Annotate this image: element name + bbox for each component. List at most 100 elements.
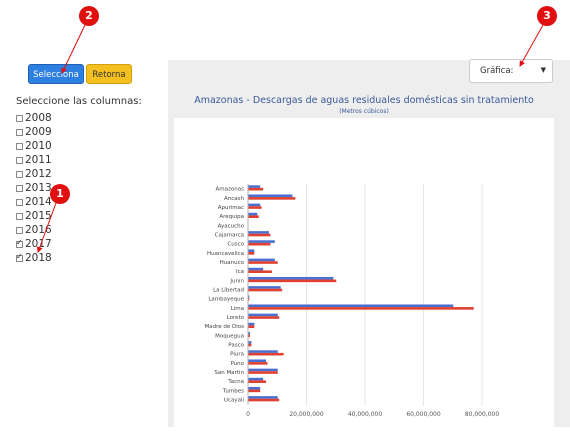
column-checkbox-label: 2016 bbox=[25, 224, 52, 236]
x-tick-label: 20,000,000 bbox=[289, 411, 324, 418]
bar bbox=[248, 371, 278, 374]
bar bbox=[248, 270, 272, 273]
checkbox[interactable] bbox=[16, 198, 23, 206]
bar bbox=[248, 304, 454, 308]
bar bbox=[248, 242, 271, 246]
column-checkbox-label: 2011 bbox=[25, 154, 52, 166]
category-label: Junin bbox=[229, 278, 244, 284]
bar bbox=[248, 396, 278, 399]
retorna-button[interactable]: Retorna bbox=[86, 64, 132, 84]
column-checkbox-row[interactable]: 2016 bbox=[16, 223, 52, 237]
bar bbox=[248, 249, 255, 253]
bar bbox=[248, 187, 264, 191]
bar bbox=[248, 368, 278, 372]
bar bbox=[248, 231, 269, 234]
category-label: Moquegua bbox=[215, 333, 244, 339]
bar bbox=[248, 233, 271, 237]
category-label: Amazonas bbox=[216, 187, 245, 193]
bar bbox=[248, 194, 293, 198]
bar bbox=[248, 313, 278, 317]
bar bbox=[248, 389, 261, 393]
column-checkbox-label: 2009 bbox=[25, 126, 52, 138]
x-tick-label: 60,000,000 bbox=[406, 411, 441, 418]
checkbox[interactable] bbox=[16, 142, 23, 150]
category-label: Ica bbox=[236, 269, 244, 275]
checkbox[interactable] bbox=[16, 238, 23, 248]
column-checkbox-label: 2012 bbox=[25, 168, 52, 180]
column-checkbox-row[interactable]: 2018 bbox=[16, 251, 52, 265]
bar bbox=[248, 286, 281, 289]
bar bbox=[248, 386, 261, 390]
bar bbox=[248, 295, 250, 298]
chart-subtitle: (Metros cúbicos) bbox=[339, 108, 389, 115]
category-label: Huancavelica bbox=[207, 251, 244, 257]
bar bbox=[248, 380, 267, 383]
bar bbox=[248, 352, 284, 356]
chart-type-select[interactable]: Gráfica: ▼ bbox=[469, 59, 553, 83]
category-label: Cajamarca bbox=[215, 232, 244, 238]
column-panel bbox=[0, 60, 168, 427]
columns-title: Seleccione las columnas: bbox=[16, 96, 142, 107]
category-label: Lambayeque bbox=[208, 297, 244, 303]
checkbox[interactable] bbox=[16, 226, 23, 234]
bar bbox=[248, 279, 337, 283]
column-checkbox-label: 2014 bbox=[25, 196, 52, 208]
category-label: Madre de Dios bbox=[205, 324, 245, 330]
bar bbox=[248, 288, 283, 292]
annotation-marker-2: 2 bbox=[79, 6, 99, 26]
column-checkbox-row[interactable]: 2014 bbox=[16, 195, 52, 209]
column-checkbox-label: 2015 bbox=[25, 210, 52, 222]
selecciona-button[interactable]: Selecciona bbox=[28, 64, 84, 84]
column-checkbox-row[interactable]: 2013 bbox=[16, 181, 52, 195]
bar bbox=[248, 252, 255, 255]
chart-card: 0 20,000,000 40,000,000 60,000,000 80,000,00… bbox=[174, 118, 554, 427]
annotation-marker-1: 1 bbox=[50, 184, 70, 204]
column-checkbox-row[interactable]: 2011 bbox=[16, 153, 52, 167]
category-label: Loreto bbox=[227, 315, 245, 321]
bar bbox=[248, 212, 258, 216]
bar bbox=[248, 215, 259, 218]
category-label: Tacna bbox=[227, 379, 244, 385]
checkbox[interactable] bbox=[16, 212, 23, 220]
column-checkbox-row[interactable]: 2012 bbox=[16, 167, 52, 181]
bar bbox=[248, 343, 252, 347]
checkbox[interactable] bbox=[16, 184, 23, 192]
column-checkbox-row[interactable]: 2015 bbox=[16, 209, 52, 223]
category-label: San Martin bbox=[214, 370, 244, 376]
bar bbox=[248, 334, 250, 338]
category-label: Ancash bbox=[224, 196, 245, 202]
bar bbox=[248, 398, 280, 402]
x-tick-label: 40,000,000 bbox=[348, 411, 383, 418]
x-tick-label: 80,000,000 bbox=[465, 411, 500, 418]
checkbox[interactable] bbox=[16, 170, 23, 178]
column-checkbox-row[interactable]: 2010 bbox=[16, 139, 52, 153]
bar bbox=[248, 258, 275, 262]
bar bbox=[248, 185, 261, 188]
category-label: Huanuco bbox=[220, 260, 245, 266]
bar bbox=[248, 322, 255, 326]
checkbox[interactable] bbox=[16, 252, 23, 262]
bar bbox=[248, 297, 250, 301]
checkbox[interactable] bbox=[16, 156, 23, 164]
bar bbox=[248, 261, 278, 264]
column-checkbox-row[interactable]: 2017 bbox=[16, 237, 52, 251]
column-checkbox-label: 2018 bbox=[25, 252, 52, 264]
category-label: La Libertad bbox=[213, 287, 244, 293]
bar bbox=[248, 197, 296, 200]
bar bbox=[248, 362, 268, 365]
chart-type-select-value: Gráfica: bbox=[480, 66, 514, 76]
bar bbox=[248, 307, 474, 310]
category-label: Pasco bbox=[228, 342, 244, 348]
column-checkbox-row[interactable]: 2009 bbox=[16, 125, 52, 139]
bar bbox=[248, 325, 255, 328]
bar bbox=[248, 350, 278, 353]
category-label: Tumbes bbox=[222, 388, 244, 394]
bar bbox=[248, 203, 261, 207]
category-label: Cusco bbox=[227, 242, 244, 248]
bar bbox=[248, 359, 267, 363]
checkbox[interactable] bbox=[16, 128, 23, 136]
category-label: Arequipa bbox=[219, 214, 244, 220]
checkbox[interactable] bbox=[16, 114, 23, 122]
bar bbox=[248, 377, 264, 381]
column-checkbox-row[interactable]: 2008 bbox=[16, 111, 52, 125]
